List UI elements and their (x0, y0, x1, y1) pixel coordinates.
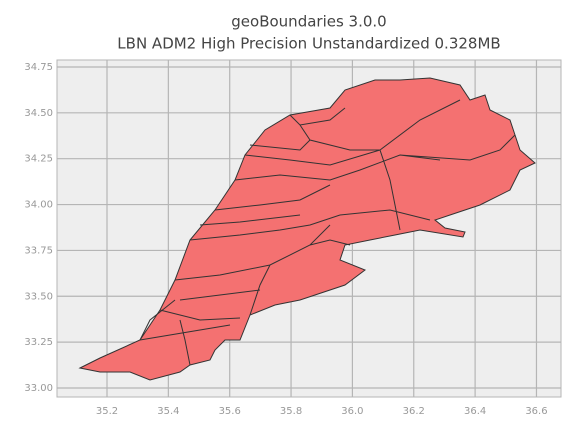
x-tick-label: 35.2 (96, 406, 118, 417)
chart-title: geoBoundaries 3.0.0 (231, 13, 386, 31)
x-tick-label: 36.4 (464, 406, 486, 417)
y-tick-label: 33.25 (24, 337, 53, 348)
y-tick-label: 34.00 (24, 200, 53, 211)
x-tick-label: 36.2 (403, 406, 425, 417)
y-tick-label: 34.25 (24, 154, 53, 165)
y-tick-label: 33.00 (24, 383, 53, 394)
y-tick-label: 33.50 (24, 291, 53, 302)
x-tick-label: 35.8 (280, 406, 302, 417)
x-tick-label: 35.4 (157, 406, 179, 417)
district-border (139, 99, 516, 366)
region (78, 77, 536, 381)
map (78, 77, 536, 381)
y-tick-label: 33.75 (24, 245, 53, 256)
ticks: 35.2 35.4 35.6 35.8 36.0 36.2 36.4 36.6 33.00 33.… (24, 62, 547, 417)
x-tick-label: 36.0 (341, 406, 363, 417)
y-tick-label: 34.50 (24, 108, 53, 119)
x-tick-label: 36.6 (525, 406, 547, 417)
x-tick-label: 35.6 (219, 406, 241, 417)
y-tick-label: 34.75 (24, 62, 53, 73)
chart-subtitle: LBN ADM2 High Precision Unstandardized 0… (117, 35, 500, 53)
